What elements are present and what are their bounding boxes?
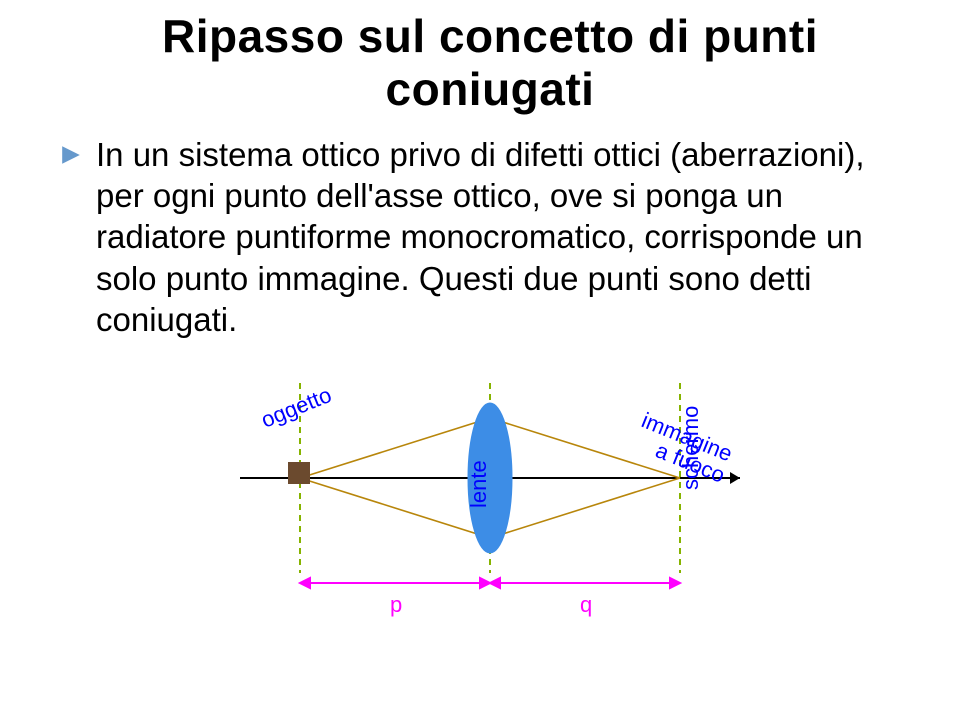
diagram-container: oggetto immagine a fuoco lente schermo p…	[60, 358, 920, 628]
page-title: Ripasso sul concetto di punti coniugati	[60, 10, 920, 116]
title-line-2: coniugati	[386, 63, 595, 115]
label-q: q	[580, 592, 592, 617]
label-p: p	[390, 592, 402, 617]
label-schermo: schermo	[678, 406, 703, 490]
object-marker	[288, 462, 310, 484]
body-paragraph: In un sistema ottico privo di difetti ot…	[96, 134, 920, 340]
title-line-1: Ripasso sul concetto di punti	[162, 10, 818, 62]
body-row: In un sistema ottico privo di difetti ot…	[60, 134, 920, 340]
bullet-icon	[60, 144, 82, 166]
q-arrow	[490, 578, 680, 588]
label-lente: lente	[466, 460, 491, 508]
label-oggetto: oggetto	[258, 382, 335, 433]
p-arrow	[300, 578, 490, 588]
optics-diagram: oggetto immagine a fuoco lente schermo p…	[210, 358, 770, 628]
